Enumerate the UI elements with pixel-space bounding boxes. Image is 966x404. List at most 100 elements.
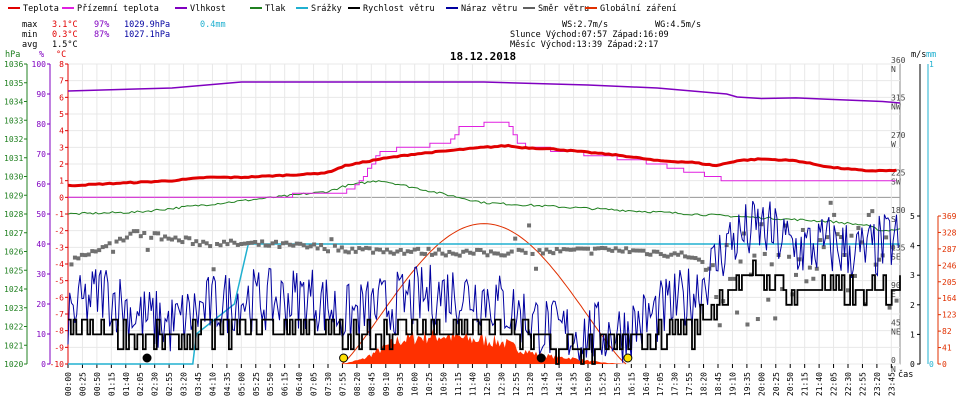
- temp-tick-label: 8: [59, 60, 64, 69]
- wind-direction-point: [662, 253, 667, 258]
- wind-direction-point: [638, 248, 642, 253]
- wind-direction-point: [714, 295, 719, 300]
- wind-direction-point: [145, 247, 150, 252]
- time-tick-label: 03:20: [180, 372, 189, 396]
- wind-direction-point: [142, 230, 147, 235]
- pct-tick-label: 20: [36, 300, 46, 309]
- time-tick-label: 17:30: [671, 372, 680, 396]
- mm-tick-label: 1: [929, 60, 934, 69]
- time-tick-label: 19:35: [743, 372, 752, 396]
- time-tick-label: 06:40: [295, 372, 304, 396]
- wind-direction-point: [121, 238, 126, 243]
- wind-direction-point: [513, 236, 518, 241]
- wind-direction-point: [197, 243, 202, 248]
- wind-direction-point: [378, 247, 382, 252]
- wind-direction-point: [97, 248, 102, 253]
- series-solar-radiation: [341, 327, 627, 364]
- legend-label: Globální záření: [600, 4, 677, 14]
- wind-direction-point: [398, 247, 403, 252]
- dir-tick-label: 0: [891, 356, 896, 365]
- wind-direction-point: [194, 239, 199, 244]
- stat-max-press: 1029.9hPa: [124, 20, 170, 30]
- wind-direction-point: [284, 240, 289, 245]
- wind-direction-point: [679, 250, 684, 255]
- stat-max-label: max: [22, 20, 37, 30]
- wind-direction-point: [499, 253, 504, 258]
- wind-direction-point: [676, 252, 681, 257]
- time-tick-label: 20:00: [757, 372, 766, 396]
- chart-axes: 00:00 00:25 00:50 01:15 01:40 02:05 02:30 02:55…: [4, 50, 957, 396]
- time-tick-label: 02:05: [136, 372, 145, 396]
- wind-direction-point: [540, 251, 545, 256]
- dir-compass-label: NE: [891, 328, 901, 337]
- series-temperature: [67, 143, 897, 188]
- wind-direction-point: [208, 244, 213, 249]
- wind-direction-point: [582, 246, 587, 251]
- wm2-tick-label: 0: [942, 360, 947, 369]
- hpa-tick-label: 1020: [4, 360, 23, 369]
- wind-direction-point: [332, 243, 337, 248]
- pct-tick-label: 0: [41, 360, 46, 369]
- wind-direction-point: [620, 249, 625, 254]
- moonset-marker: [142, 353, 152, 363]
- wind-direction-point: [76, 256, 81, 261]
- wind-direction-point: [884, 235, 889, 240]
- hpa-unit: hPa: [5, 50, 20, 60]
- wind-direction-point: [887, 305, 892, 310]
- dir-tick-label: 135: [891, 244, 906, 253]
- wm2-tick-label: 328: [942, 228, 957, 237]
- dir-compass-label: S: [891, 215, 896, 224]
- wind-direction-point: [440, 251, 445, 256]
- stat-max-temp: 3.1°C: [52, 20, 78, 30]
- chart-grid: [67, 63, 901, 365]
- wind-direction-point: [124, 235, 129, 240]
- hpa-tick-label: 1031: [4, 154, 23, 163]
- hpa-tick-label: 1028: [4, 210, 23, 219]
- time-tick-label: 15:00: [584, 372, 593, 396]
- wind-direction-point: [319, 243, 324, 248]
- wind-direction-point: [298, 241, 303, 246]
- wind-direction-point: [218, 243, 223, 248]
- wind-direction-point: [447, 249, 452, 254]
- time-tick-label: 20:25: [772, 372, 781, 396]
- wind-direction-point: [86, 252, 91, 257]
- series-wind-speed: [68, 259, 901, 365]
- wind-direction-point: [686, 255, 691, 260]
- time-axis-label: čas: [898, 369, 913, 380]
- wind-direction-point: [350, 246, 355, 251]
- wm2-tick-label: 205: [942, 278, 957, 287]
- wind-direction-point: [894, 298, 899, 303]
- wind-direction-point: [176, 238, 181, 243]
- wind-direction-point: [419, 251, 424, 256]
- wind-direction-point: [138, 234, 143, 239]
- wind-direction-point: [565, 247, 570, 252]
- wind-direction-point: [710, 263, 715, 268]
- wind-direction-point: [852, 273, 857, 278]
- wind-direction-point: [648, 252, 653, 257]
- wind-direction-point: [239, 242, 244, 247]
- wind-direction-point: [700, 259, 705, 264]
- dir-compass-label: N: [891, 365, 896, 374]
- time-tick-label: 02:55: [165, 372, 174, 396]
- hpa-tick-label: 1023: [4, 304, 23, 313]
- wind-direction-point: [374, 247, 379, 252]
- hpa-tick-label: 1035: [4, 79, 23, 88]
- wind-direction-point: [305, 245, 310, 250]
- wind-direction-point: [613, 246, 618, 251]
- temp-tick-label: 5: [59, 110, 64, 119]
- wind-direction-point: [357, 246, 362, 251]
- time-tick-label: 11:15: [454, 372, 463, 396]
- wind-direction-point: [329, 237, 334, 242]
- wind-direction-point: [627, 250, 632, 255]
- time-tick-label: 06:15: [281, 372, 290, 396]
- wind-direction-point: [644, 252, 649, 257]
- wind-direction-point: [575, 246, 580, 251]
- plot-area: [67, 81, 901, 365]
- ms-tick-label: 5: [910, 212, 915, 221]
- time-tick-label: 21:40: [815, 372, 824, 396]
- temp-tick-label: -2: [54, 227, 64, 236]
- time-tick-label: 01:40: [122, 372, 131, 396]
- wind-direction-point: [641, 248, 646, 253]
- time-tick-label: 07:30: [324, 372, 333, 396]
- time-tick-label: 22:30: [844, 372, 853, 396]
